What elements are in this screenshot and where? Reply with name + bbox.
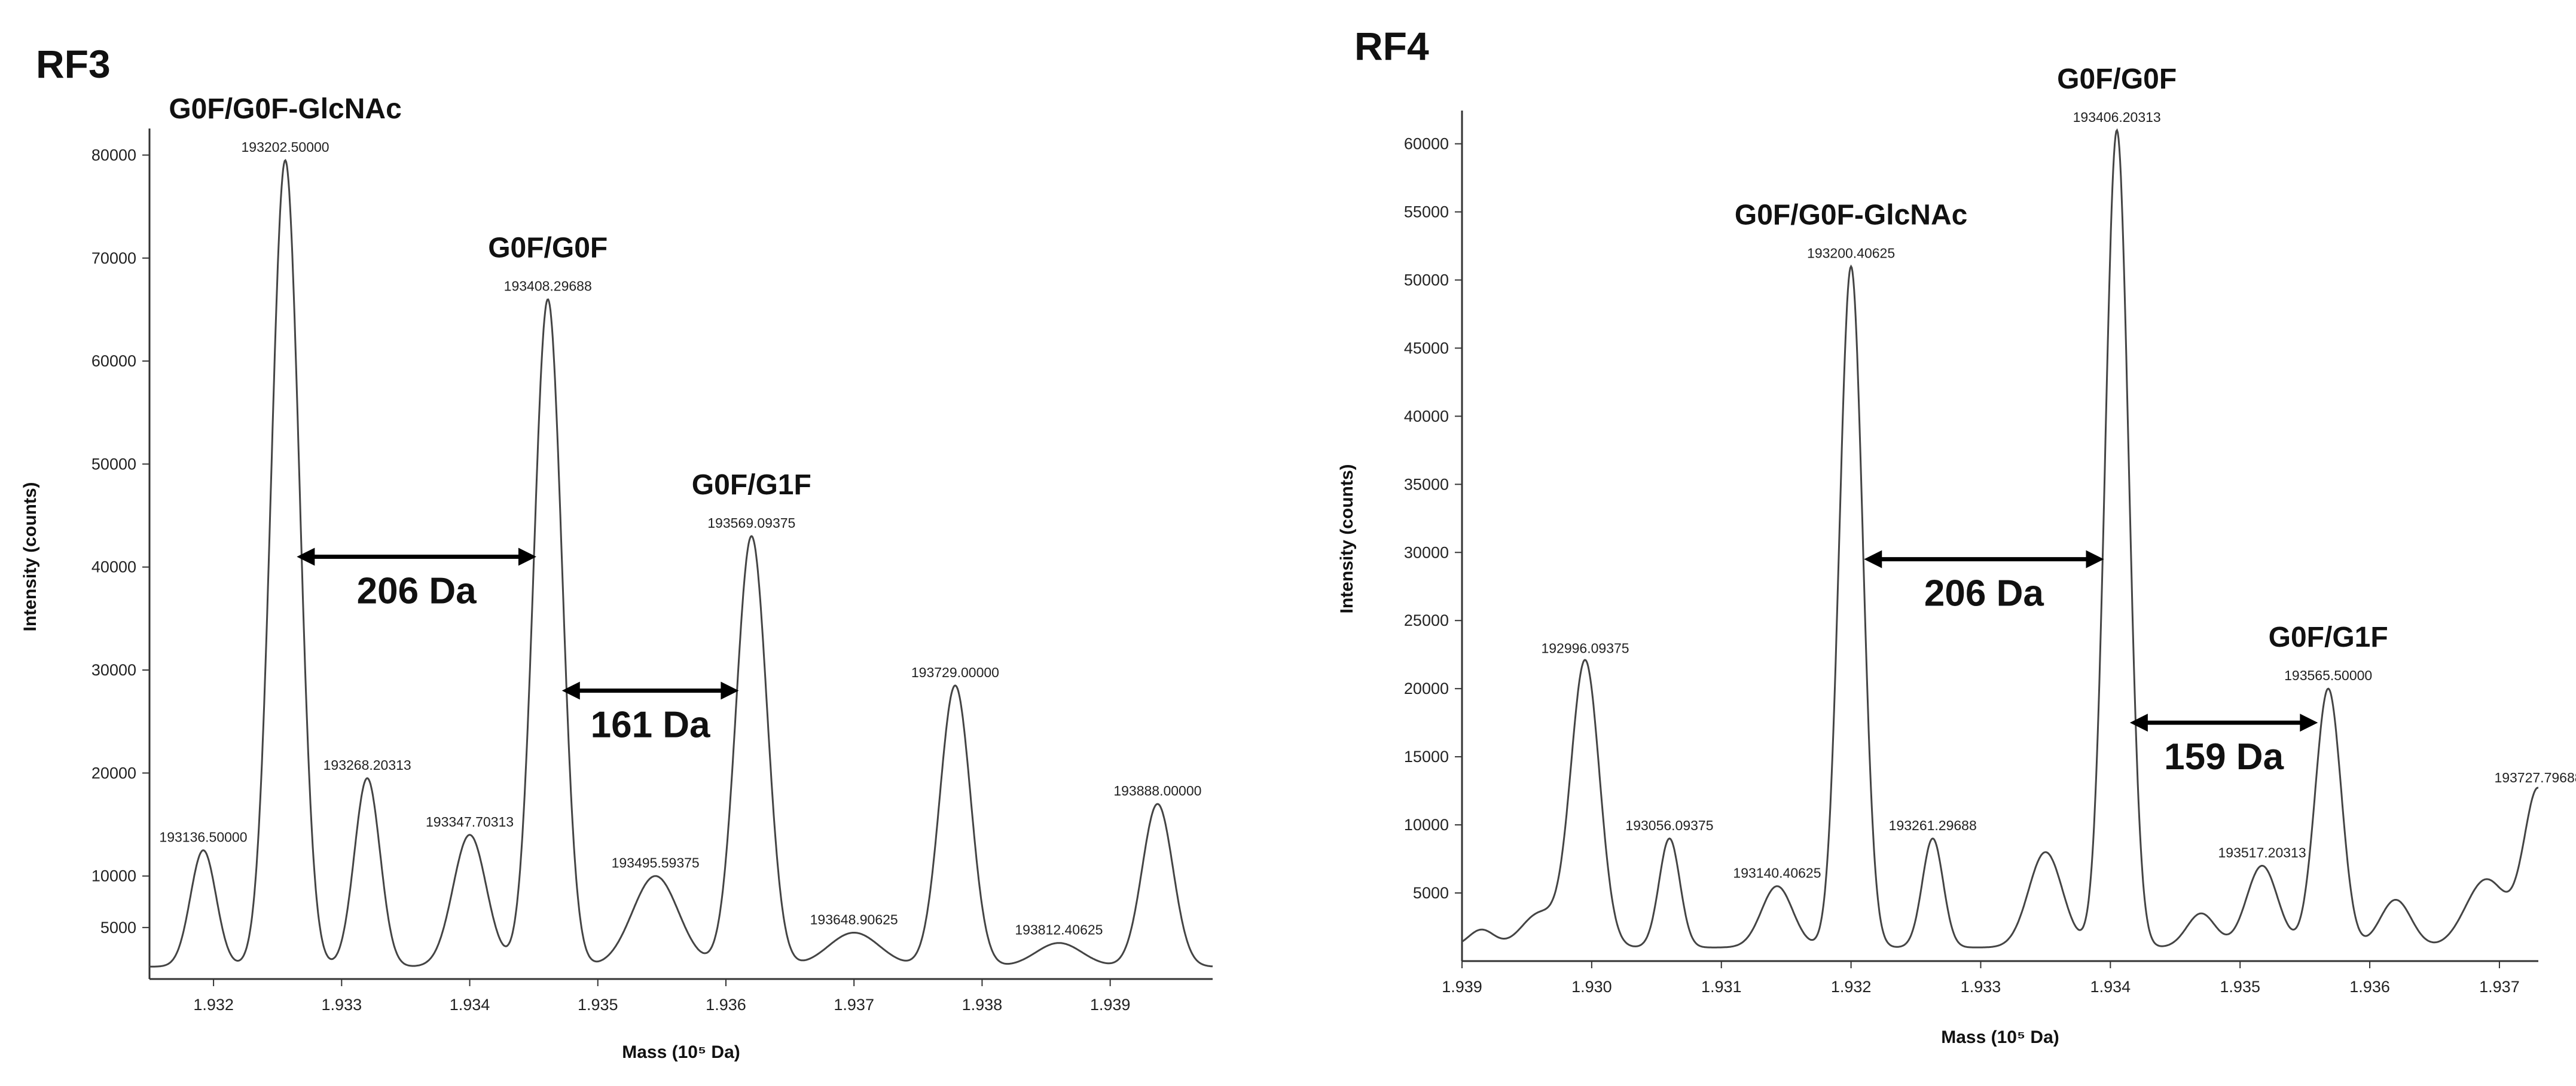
- y-tick-label: 25000: [1404, 611, 1449, 629]
- y-tick-label: 30000: [91, 661, 136, 679]
- y-tick-label: 10000: [91, 867, 136, 885]
- rf3-spectrum-panel: RF3 5000 10000 20000 30000 40000 50000 60000 700…: [20, 42, 1213, 1062]
- rf4-spectrum-panel: RF4 5000 10000 15000 20000 25000 30000 35000 400…: [1337, 24, 2576, 1047]
- y-tick-label: 45000: [1404, 339, 1449, 357]
- peak-mass-label: 192996.09375: [1541, 641, 1629, 656]
- arrowhead-right-icon: [2300, 714, 2318, 732]
- y-tick-label: 20000: [91, 764, 136, 782]
- x-axis-label: Mass (10⁵ Da): [622, 1042, 740, 1062]
- y-tick-label: 10000: [1404, 816, 1449, 834]
- y-tick-label: 40000: [91, 558, 136, 576]
- y-tick-label: 50000: [1404, 271, 1449, 289]
- peak-mass-label: 193517.20313: [2218, 845, 2306, 860]
- y-tick-label: 55000: [1404, 203, 1449, 221]
- peak-mass-label: 193495.59375: [612, 855, 700, 871]
- x-tick-label: 1.935: [2220, 978, 2260, 996]
- x-tick-label: 1.937: [2479, 978, 2520, 996]
- x-axis-label: Mass (10⁵ Da): [1941, 1027, 2059, 1047]
- peak-mass-label: 193648.90625: [810, 911, 898, 927]
- x-tick-label: 1.934: [450, 996, 490, 1014]
- glycoform-label: G0F/G0F: [488, 233, 608, 264]
- peak-mass-label: 193202.50000: [242, 139, 329, 155]
- x-tick-label: 1.939: [1442, 978, 1482, 996]
- spectrum-trace: [1461, 128, 2539, 949]
- y-tick-label: 15000: [1404, 748, 1449, 766]
- x-tick-label: 1.935: [578, 996, 618, 1014]
- peak-mass-label: 193136.50000: [159, 830, 247, 845]
- peak-mass-label: 193729.00000: [911, 665, 999, 680]
- y-tick-label: 70000: [91, 249, 136, 267]
- y-tick-label: 20000: [1404, 680, 1449, 698]
- x-tick-label: 1.938: [962, 996, 1003, 1014]
- y-axis-label: Intensity (counts): [1337, 464, 1357, 613]
- x-tick-label: 1.933: [1961, 978, 2001, 996]
- panel-title: RF4: [1354, 24, 1429, 68]
- glycoform-label: G0F/G0F: [2057, 63, 2177, 95]
- x-tick-label: 1.936: [706, 996, 746, 1014]
- x-tick-label: 1.933: [322, 996, 362, 1014]
- glycoform-label: G0F/G1F: [2269, 622, 2388, 653]
- peak-mass-label: 193812.40625: [1015, 922, 1103, 938]
- mass-difference-label: 161 Da: [591, 705, 710, 746]
- x-tick-label: 1.931: [1701, 978, 1742, 996]
- arrowhead-left-icon: [1864, 550, 1882, 568]
- peak-mass-label: 193569.09375: [707, 515, 795, 531]
- peak-mass-label: 193200.40625: [1807, 246, 1895, 261]
- peak-mass-label: 193261.29688: [1889, 818, 1977, 833]
- x-tick-label: 1.937: [834, 996, 874, 1014]
- y-axis-label: Intensity (counts): [20, 482, 40, 631]
- x-tick-label: 1.939: [1090, 996, 1131, 1014]
- y-tick-label: 30000: [1404, 543, 1449, 561]
- mass-difference-label: 206 Da: [357, 571, 477, 612]
- arrowhead-right-icon: [2086, 550, 2104, 568]
- peak-mass-label: 193727.79688: [2494, 770, 2576, 785]
- arrowhead-left-icon: [297, 547, 315, 566]
- glycoform-label: G0F/G0F-GlcNAc: [169, 93, 401, 125]
- peak-mass-label: 193406.20313: [2073, 109, 2161, 125]
- peak-mass-label: 193268.20313: [323, 757, 411, 773]
- x-tick-label: 1.932: [193, 996, 234, 1014]
- glycoform-label: G0F/G0F-GlcNAc: [1735, 200, 1967, 231]
- x-tick-label: 1.930: [1571, 978, 1612, 996]
- spectrum-trace: [149, 158, 1213, 968]
- peak-mass-label: 193408.29688: [504, 279, 592, 294]
- arrowhead-left-icon: [561, 681, 580, 700]
- panel-title: RF3: [36, 42, 111, 86]
- x-tick-label: 1.932: [1831, 978, 1872, 996]
- arrowhead-right-icon: [518, 547, 536, 566]
- peak-mass-label: 193140.40625: [1733, 865, 1821, 881]
- y-tick-label: 80000: [91, 146, 136, 164]
- mass-difference-label: 206 Da: [1924, 573, 2044, 614]
- arrowhead-right-icon: [721, 681, 739, 700]
- y-tick-label: 60000: [1404, 135, 1449, 153]
- peak-mass-label: 193347.70313: [426, 814, 514, 830]
- y-tick-label: 60000: [91, 352, 136, 370]
- y-tick-label: 5000: [100, 919, 136, 937]
- arrowhead-left-icon: [2129, 714, 2148, 732]
- peak-mass-label: 193056.09375: [1625, 818, 1713, 833]
- x-tick-label: 1.936: [2349, 978, 2390, 996]
- y-tick-label: 5000: [1413, 884, 1449, 902]
- y-tick-label: 40000: [1404, 407, 1449, 425]
- x-tick-label: 1.934: [2090, 978, 2131, 996]
- glycoform-label: G0F/G1F: [692, 469, 811, 501]
- y-tick-label: 50000: [91, 455, 136, 473]
- peak-mass-label: 193888.00000: [1113, 783, 1201, 799]
- peak-mass-label: 193565.50000: [2284, 668, 2372, 683]
- y-tick-label: 35000: [1404, 475, 1449, 493]
- mass-difference-label: 159 Da: [2164, 736, 2284, 778]
